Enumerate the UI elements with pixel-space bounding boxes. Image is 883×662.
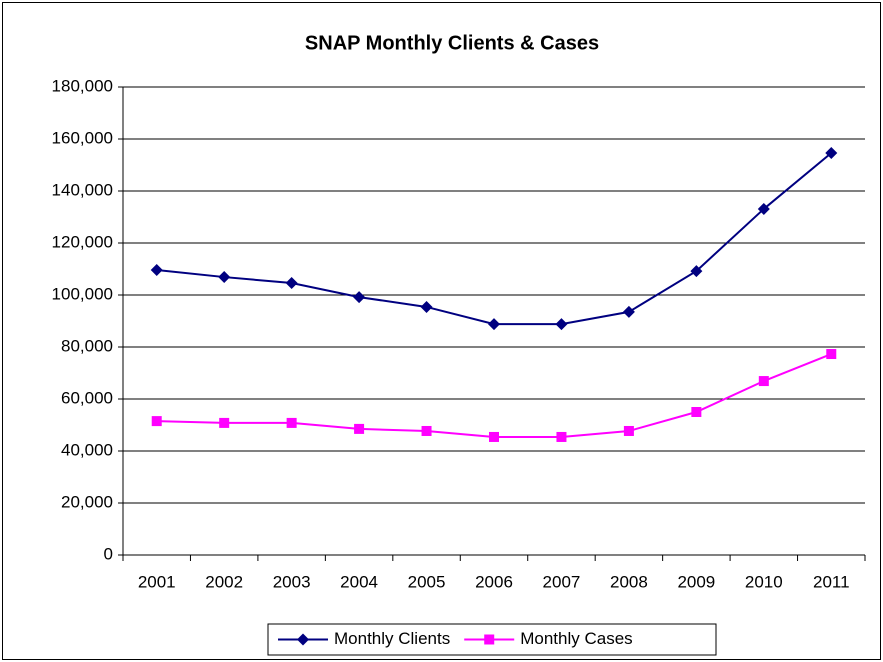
data-point — [353, 291, 366, 304]
data-point — [420, 300, 433, 313]
y-tick-label: 80,000 — [61, 336, 113, 355]
legend-label: Monthly Clients — [334, 629, 450, 648]
data-point — [421, 425, 432, 436]
y-tick-label: 60,000 — [61, 388, 113, 407]
data-point — [691, 407, 702, 417]
data-point — [151, 416, 162, 427]
data-point — [825, 147, 838, 160]
data-point — [623, 425, 634, 436]
y-tick-label: 0 — [104, 544, 113, 563]
data-point — [219, 417, 230, 428]
y-tick-label: 40,000 — [61, 440, 113, 459]
legend-label: Monthly Cases — [520, 629, 632, 648]
data-point — [489, 431, 499, 442]
x-tick-label: 2007 — [543, 572, 581, 591]
data-point — [285, 277, 298, 290]
data-point — [354, 423, 365, 434]
legend-marker — [297, 633, 309, 646]
y-tick-label: 160,000 — [52, 128, 113, 147]
y-tick-label: 20,000 — [61, 492, 113, 511]
x-tick-label: 2010 — [745, 572, 783, 591]
data-point — [150, 264, 163, 277]
y-tick-label: 120,000 — [52, 232, 113, 251]
data-point — [286, 417, 297, 428]
data-point — [826, 349, 837, 360]
x-tick-label: 2006 — [475, 572, 513, 591]
x-tick-label: 2009 — [677, 572, 715, 591]
data-point — [690, 265, 703, 278]
x-tick-label: 2011 — [813, 572, 850, 591]
x-tick-label: 2001 — [138, 572, 176, 591]
data-point — [622, 305, 635, 318]
x-tick-label: 2005 — [408, 572, 446, 591]
y-tick-label: 100,000 — [52, 284, 113, 303]
y-tick-label: 140,000 — [52, 180, 113, 199]
x-tick-label: 2008 — [610, 572, 648, 591]
x-tick-label: 2002 — [205, 572, 243, 591]
data-point — [757, 202, 770, 215]
data-point — [218, 271, 231, 284]
data-point — [555, 318, 568, 331]
data-point — [488, 318, 500, 331]
data-point — [556, 431, 567, 442]
data-point — [758, 376, 769, 387]
chart-title: SNAP Monthly Clients & Cases — [305, 32, 599, 54]
x-tick-label: 2003 — [273, 572, 311, 591]
y-tick-label: 180,000 — [52, 76, 113, 95]
x-tick-label: 2004 — [340, 572, 378, 591]
legend-marker — [484, 634, 495, 645]
